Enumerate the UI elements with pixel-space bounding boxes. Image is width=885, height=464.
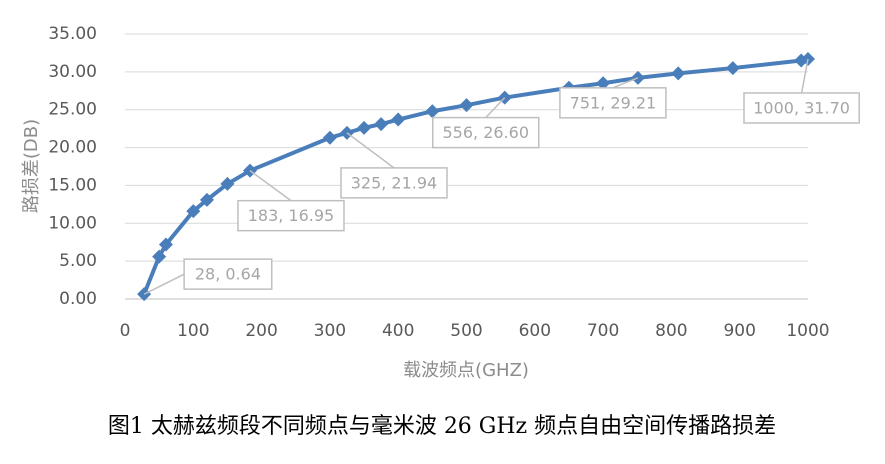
callout-leader [143, 273, 185, 295]
x-tick-label: 200 [245, 321, 277, 341]
x-axis-label: 载波频点(GHZ) [403, 360, 529, 381]
data-point [374, 117, 389, 132]
x-tick-label: 500 [450, 321, 482, 341]
callout-box [431, 116, 540, 149]
data-point [186, 204, 201, 219]
x-tick-label: 600 [519, 321, 551, 341]
x-tick-label: 400 [382, 321, 414, 341]
callout-box [743, 92, 860, 124]
data-point [596, 76, 611, 91]
y-tick-label: 0.00 [59, 289, 97, 309]
data-label: 183, 16.95 [248, 206, 335, 225]
callout-leader [612, 77, 639, 89]
y-axis-label: 路损差(DB) [21, 119, 42, 213]
data-point [671, 66, 686, 81]
data-point [425, 104, 440, 119]
callout-box [559, 87, 667, 119]
callout-leader [249, 170, 292, 202]
x-tick-label: 700 [587, 321, 619, 341]
callout-leader [346, 132, 395, 169]
x-tick-label: 900 [723, 321, 755, 341]
data-label: 751, 29.21 [570, 93, 657, 112]
data-label: 325, 21.94 [351, 173, 438, 192]
data-label: 556, 26.60 [442, 123, 529, 142]
data-point [199, 192, 214, 207]
data-line [142, 57, 809, 295]
data-point [158, 237, 173, 252]
x-tick-label: 0 [120, 321, 131, 341]
data-label: 28, 0.64 [195, 265, 261, 284]
callout-box [237, 199, 345, 232]
data-point [725, 61, 740, 76]
y-tick-label: 25.00 [48, 100, 97, 120]
data-point [322, 130, 337, 145]
callout-leader [485, 97, 506, 119]
y-tick-label: 10.00 [48, 213, 97, 233]
y-tick-label: 35.00 [48, 24, 97, 44]
y-tick-label: 20.00 [48, 138, 97, 158]
y-tick-label: 15.00 [48, 175, 97, 195]
callout-box [183, 258, 273, 290]
x-tick-label: 100 [177, 321, 209, 341]
x-tick-label: 800 [655, 321, 687, 341]
data-point [152, 249, 167, 264]
callout-box [340, 167, 448, 199]
x-tick-label: 1000 [786, 321, 829, 341]
y-tick-label: 30.00 [48, 62, 97, 82]
x-tick-label: 300 [314, 321, 346, 341]
data-label: 1000, 31.70 [753, 98, 850, 117]
caption: 图1 太赫兹频段不同频点与毫米波 26 GHz 频点自由空间传播路损差 [108, 414, 776, 439]
data-point [357, 120, 372, 135]
y-tick-label: 5.00 [59, 251, 97, 271]
data-point [459, 98, 474, 113]
data-point [220, 176, 235, 191]
data-point [391, 112, 406, 127]
callout-leader [800, 58, 809, 94]
